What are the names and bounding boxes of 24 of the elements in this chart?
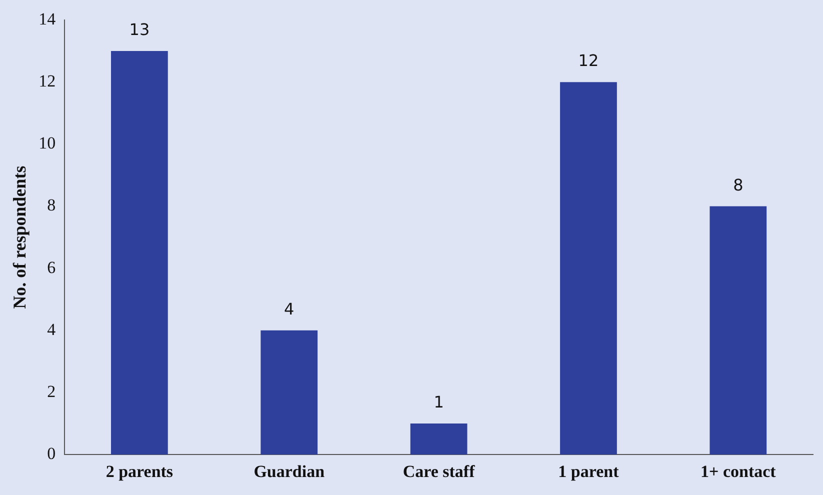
data-label: 12 (578, 51, 599, 70)
data-label: 4 (284, 300, 294, 319)
bar (410, 424, 468, 455)
x-tick-label: 1+ contact (700, 462, 776, 482)
y-tick-label: 6 (47, 258, 56, 277)
y-tick-label: 14 (38, 9, 56, 28)
data-label: 13 (129, 20, 150, 40)
y-tick-label: 8 (47, 196, 56, 215)
bar (560, 82, 617, 455)
data-label: 8 (733, 175, 744, 194)
x-tick-label: 2 parents (106, 462, 174, 482)
x-tick-label: 1 parent (558, 462, 620, 482)
y-tick-label: 10 (38, 134, 56, 153)
y-tick-label: 4 (47, 320, 56, 339)
bar (111, 51, 168, 455)
y-tick-label: 12 (38, 72, 56, 91)
data-label: 1 (434, 392, 444, 412)
bar (260, 330, 318, 455)
x-tick-label: Care staff (402, 462, 476, 482)
y-tick-label: 2 (47, 382, 56, 401)
x-tick-label: Guardian (254, 462, 326, 482)
y-tick-label: 0 (47, 444, 56, 464)
y-axis-title: No. of respondents (9, 166, 30, 309)
bar (710, 206, 767, 455)
